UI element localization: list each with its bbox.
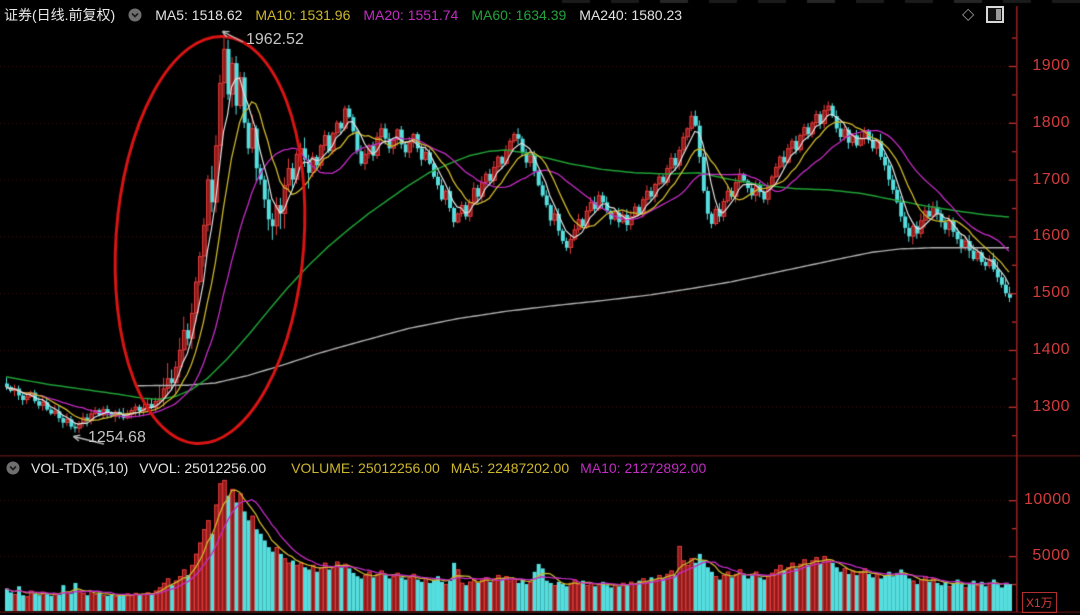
price-axis-label: 1800 — [1032, 113, 1070, 131]
price-axis-label: 1900 — [1032, 57, 1070, 74]
split-pane-icon[interactable] — [986, 6, 1005, 23]
ma10-value: MA10: 1531.96 — [255, 7, 351, 23]
price-axis-label: 1700 — [1032, 170, 1070, 188]
price-axis-label: 1500 — [1032, 284, 1070, 302]
volume-axis-label: 10000 — [1024, 491, 1071, 509]
price-axis-label: 1300 — [1032, 397, 1070, 415]
chevron-down-icon[interactable] — [128, 8, 142, 22]
volume-ma5-value: MA5: 22487202.00 — [450, 460, 570, 476]
ma60-value: MA60: 1634.39 — [471, 7, 567, 23]
volume-pane-header: VOL-TDX(5,10) VVOL: 25012256.00 VOLUME: … — [6, 460, 706, 476]
ma5-value: MA5: 1518.62 — [155, 7, 243, 23]
main-chart-header: 证券(日线.前复权) MA5: 1518.62 MA10: 1531.96 MA… — [4, 5, 682, 25]
ma240-value: MA240: 1580.23 — [579, 7, 683, 23]
low-price-annotation: 1254.68 — [88, 429, 146, 446]
symbol-label[interactable]: 证券(日线.前复权) — [4, 7, 116, 23]
volume-axis-label: 5000 — [1032, 547, 1070, 565]
volume-value: VOLUME: 25012256.00 — [291, 460, 440, 476]
header-toolbar: ◇ — [962, 5, 1005, 23]
diamond-icon[interactable]: ◇ — [962, 5, 975, 23]
volume-indicator-label[interactable]: VOL-TDX(5,10) — [31, 460, 129, 476]
vvol-value: VVOL: 25012256.00 — [139, 460, 267, 476]
ma20-value: MA20: 1551.74 — [363, 7, 459, 23]
high-price-annotation: 1962.52 — [246, 31, 304, 48]
price-axis-label: 1600 — [1032, 227, 1070, 245]
volume-ma10-value: MA10: 21272892.00 — [580, 460, 707, 476]
volume-unit-label: X1万 — [1022, 592, 1057, 613]
chevron-down-icon[interactable] — [6, 461, 20, 475]
price-axis-label: 1400 — [1032, 341, 1070, 358]
